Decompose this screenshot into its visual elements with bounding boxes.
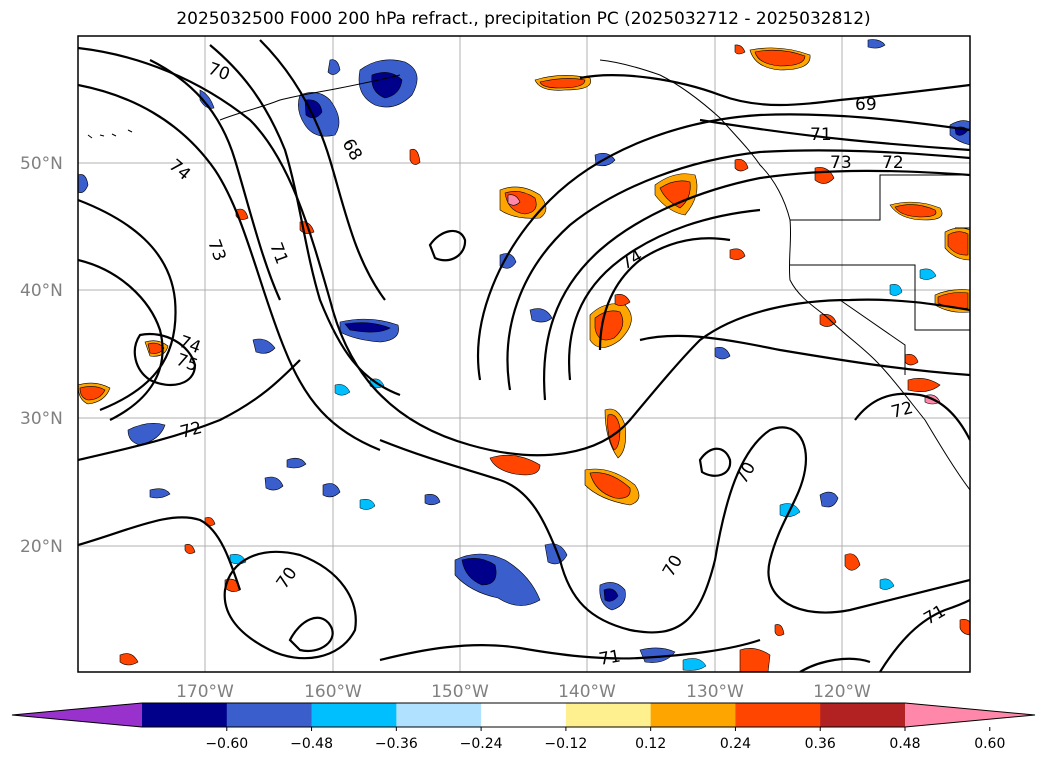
colorbar-tick-label: 0.60 — [974, 736, 1005, 752]
colorbar-tick-label: −0.36 — [375, 736, 418, 752]
contour-label: 71 — [597, 646, 622, 669]
lon-label: 160°W — [304, 682, 362, 702]
colorbar-tick-label: −0.60 — [205, 736, 248, 752]
map-area — [78, 36, 970, 672]
refractivity-contours — [78, 39, 970, 672]
lon-label: 140°W — [558, 682, 616, 702]
colorbar-swatch — [311, 703, 397, 727]
colorbar-tick-label: 0.12 — [635, 736, 666, 752]
graticule — [78, 36, 970, 672]
map-title: 2025032500 F000 200 hPa refract., precip… — [176, 9, 871, 29]
light-negative-blobs — [229, 268, 937, 671]
colorbar-outline — [11, 702, 1036, 728]
lon-label: 170°W — [176, 682, 234, 702]
contour-label: 69 — [855, 95, 877, 115]
colorbar-swatch — [565, 703, 652, 727]
colorbar-swatch — [481, 703, 567, 727]
colorbar-tick-label: 0.24 — [720, 736, 751, 752]
colorbar-extend-low — [12, 703, 142, 727]
colorbar-swatch — [820, 703, 906, 727]
colorbar-swatch — [650, 703, 736, 727]
lon-label: 120°W — [813, 682, 871, 702]
colorbar: −0.60 −0.48 −0.36 −0.24 −0.12 0.12 0.24 0.36 0.4… — [11, 702, 1036, 752]
lat-label: 30°N — [20, 409, 63, 429]
colorbar-tick-label: −0.48 — [290, 736, 333, 752]
colorbar-tick-label: −0.24 — [460, 736, 503, 752]
colorbar-extend-high — [905, 703, 1035, 727]
colorbar-swatch — [735, 703, 821, 727]
coastlines — [87, 59, 970, 491]
negative-anomaly-blobs — [78, 39, 970, 663]
positive-anomaly-blobs — [78, 44, 970, 672]
lat-label: 40°N — [20, 281, 63, 301]
lat-label: 50°N — [20, 154, 63, 174]
colorbar-tick-label: −0.12 — [544, 736, 587, 752]
map-border — [77, 35, 971, 673]
colorbar-swatch — [226, 703, 313, 727]
colorbar-swatch — [142, 703, 228, 727]
contour-label: 73 — [830, 153, 852, 173]
colorbar-tick-label: 0.36 — [805, 736, 836, 752]
colorbar-tick-label: 0.48 — [889, 736, 920, 752]
lon-label: 150°W — [431, 682, 489, 702]
colorbar-swatch — [396, 703, 482, 727]
lat-label: 20°N — [20, 537, 63, 557]
contour-label: 72 — [882, 153, 904, 173]
contour-label: 71 — [810, 125, 832, 145]
lon-label: 130°W — [686, 682, 744, 702]
